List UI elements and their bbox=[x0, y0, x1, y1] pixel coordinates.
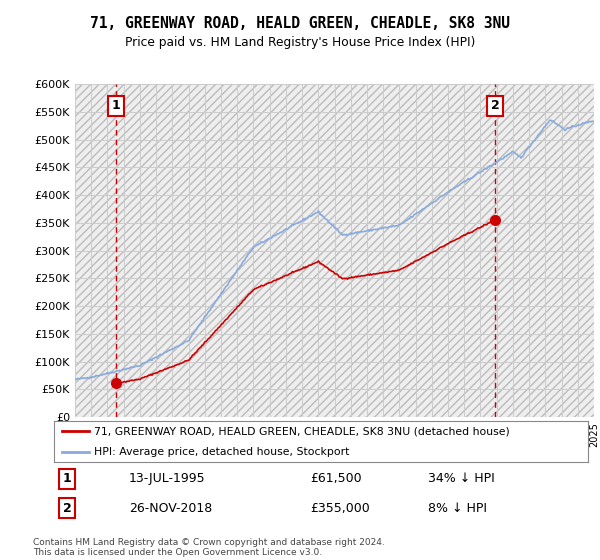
Text: 8% ↓ HPI: 8% ↓ HPI bbox=[428, 502, 487, 515]
Text: 2: 2 bbox=[491, 99, 499, 112]
Text: £61,500: £61,500 bbox=[310, 472, 362, 485]
Text: 34% ↓ HPI: 34% ↓ HPI bbox=[428, 472, 494, 485]
Text: HPI: Average price, detached house, Stockport: HPI: Average price, detached house, Stoc… bbox=[94, 447, 349, 457]
Text: 1: 1 bbox=[63, 472, 72, 485]
Text: 2: 2 bbox=[63, 502, 72, 515]
Text: 1: 1 bbox=[112, 99, 121, 112]
Text: Price paid vs. HM Land Registry's House Price Index (HPI): Price paid vs. HM Land Registry's House … bbox=[125, 36, 475, 49]
Text: £355,000: £355,000 bbox=[310, 502, 370, 515]
Text: 13-JUL-1995: 13-JUL-1995 bbox=[129, 472, 205, 485]
Text: 71, GREENWAY ROAD, HEALD GREEN, CHEADLE, SK8 3NU (detached house): 71, GREENWAY ROAD, HEALD GREEN, CHEADLE,… bbox=[94, 426, 510, 436]
Text: Contains HM Land Registry data © Crown copyright and database right 2024.
This d: Contains HM Land Registry data © Crown c… bbox=[33, 538, 385, 557]
Text: 71, GREENWAY ROAD, HEALD GREEN, CHEADLE, SK8 3NU: 71, GREENWAY ROAD, HEALD GREEN, CHEADLE,… bbox=[90, 16, 510, 31]
Text: 26-NOV-2018: 26-NOV-2018 bbox=[129, 502, 212, 515]
